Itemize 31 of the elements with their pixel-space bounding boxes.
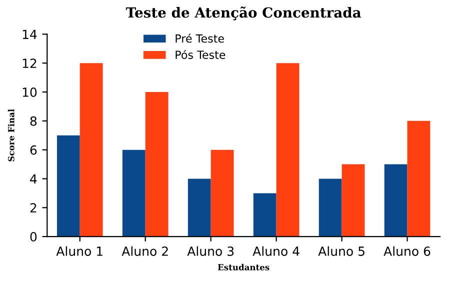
y-tick-label: 10 [22,87,37,97]
bar [122,150,146,237]
x-axis-title: Estudantes [218,264,270,270]
bar [253,193,276,237]
bar [80,63,103,237]
x-tick-label: Aluno 4 [252,246,300,256]
y-tick-label: 8 [30,116,37,126]
y-axis-title: Score Final [8,109,14,162]
bar [210,150,234,237]
y-tick-label: 2 [30,203,36,212]
chart-title: Teste de Atenção Concentrada [126,6,362,20]
bar [188,178,211,237]
y-tick-label: 4 [30,174,37,184]
y-tick-label: 6 [30,145,37,155]
bar [384,164,408,237]
legend-label: Pré Teste [176,34,224,43]
bar [276,63,300,237]
bar [145,92,168,237]
y-tick-label: 0 [30,232,37,242]
x-tick-label: Aluno 3 [187,246,234,256]
x-tick-label: Aluno 5 [318,246,364,256]
legend-label: Pós Teste [176,50,226,59]
bar [56,135,80,237]
y-tick-label: 12 [22,58,36,68]
bar [342,164,365,237]
x-tick-label: Aluno 1 [56,246,102,256]
x-tick-label: Aluno 6 [384,246,430,256]
x-tick-label: Aluno 2 [122,246,168,256]
y-tick-label: 14 [22,30,37,39]
bar [407,120,430,237]
bar [318,178,342,237]
